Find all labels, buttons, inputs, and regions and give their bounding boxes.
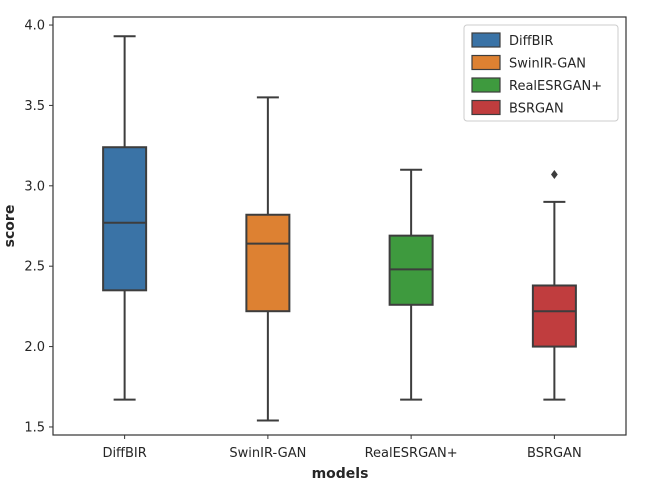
legend-frame (463, 24, 619, 122)
box-swinir-gan (245, 96, 291, 422)
legend-entry: BSRGAN (509, 102, 564, 117)
y-tick-label: 3.5 (24, 99, 45, 114)
x-tick-label: SwinIR-GAN (229, 446, 306, 461)
legend-swatch (471, 99, 501, 116)
x-tick-label: RealESRGAN+ (365, 446, 458, 461)
box-bsrgan (531, 170, 577, 401)
x-axis: DiffBIR SwinIR-GAN RealESRGAN+ BSRGAN (102, 435, 582, 461)
box-diffbir (102, 35, 148, 401)
y-axis: 1.5 2.0 2.5 3.0 3.5 4.0 (24, 19, 53, 435)
y-tick-label: 4.0 (24, 19, 45, 34)
legend-entry: SwinIR-GAN (509, 57, 586, 72)
y-tick-label: 3.0 (24, 179, 45, 194)
x-axis-label: models (312, 466, 369, 482)
outlier-point (551, 170, 558, 180)
box-realesrgan- (388, 168, 434, 401)
y-tick-label: 2.5 (24, 260, 45, 275)
legend-entry: RealESRGAN+ (509, 79, 602, 94)
legend: DiffBIR SwinIR-GAN RealESRGAN+ BSRGAN (463, 24, 619, 122)
legend-swatch (471, 54, 501, 71)
x-tick-label: BSRGAN (527, 446, 582, 461)
box-body (102, 146, 148, 292)
box-body (531, 284, 577, 348)
boxes (102, 35, 577, 422)
box-body (245, 213, 291, 313)
x-tick-label: DiffBIR (102, 446, 146, 461)
legend-swatch (471, 77, 501, 93)
legend-entry: DiffBIR (509, 34, 553, 49)
legend-swatch (471, 32, 501, 48)
y-axis-label: score (2, 205, 18, 248)
y-tick-label: 2.0 (24, 340, 45, 355)
y-tick-label: 1.5 (24, 420, 45, 435)
